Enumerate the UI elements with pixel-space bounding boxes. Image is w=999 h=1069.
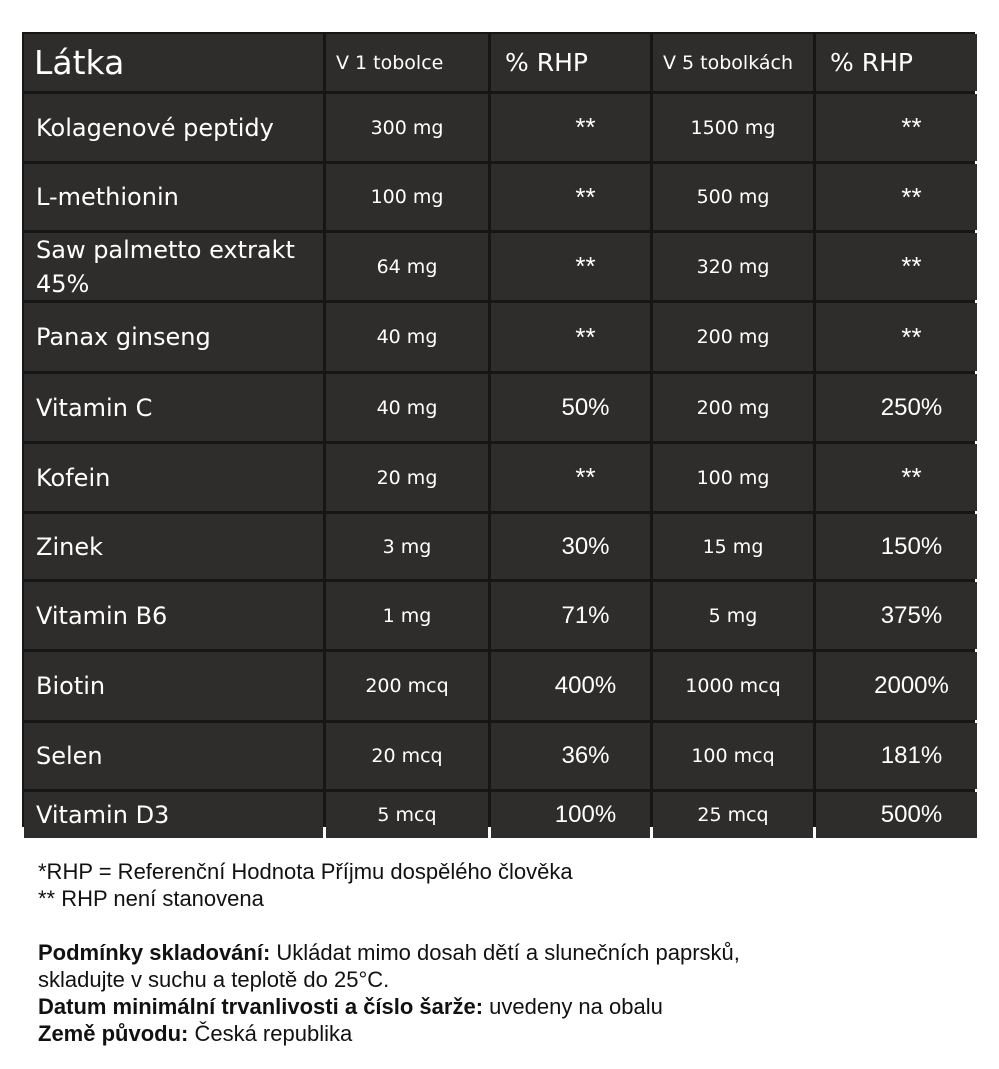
rhp-5-cell: 150% <box>816 514 977 579</box>
amount-1-cell: 300 mg <box>326 94 488 161</box>
rhp-1-cell: 400% <box>491 652 650 720</box>
amount-5-cell: 5 mg <box>653 582 813 649</box>
storage-conditions: Podmínky skladování: Ukládat mimo dosah … <box>38 940 740 965</box>
amount-5-cell: 100 mg <box>653 444 813 511</box>
rhp-1-cell: ** <box>491 444 650 511</box>
expiry-info: Datum minimální trvanlivosti a číslo šar… <box>38 994 663 1019</box>
rhp-5-cell: ** <box>816 303 977 371</box>
rhp-1-cell: 30% <box>491 514 650 579</box>
rhp-5-cell: 250% <box>816 374 977 441</box>
rhp-not-set: ** RHP není stanovena <box>38 886 264 911</box>
amount-5-cell: 1500 mg <box>653 94 813 161</box>
rhp-1-cell: 50% <box>491 374 650 441</box>
storage-conditions-2: skladujte v suchu a teplotě do 25°C. <box>38 967 390 992</box>
amount-1-cell: 20 mcq <box>326 723 488 789</box>
amount-5-cell: 15 mg <box>653 514 813 579</box>
rhp-1-cell: 71% <box>491 582 650 649</box>
amount-1-cell: 64 mg <box>326 233 488 300</box>
header-per-capsule: V 1 tobolce <box>326 34 488 91</box>
amount-1-cell: 200 mcq <box>326 652 488 720</box>
rhp-1-cell: 100% <box>491 792 650 838</box>
nutrition-table: Látka V 1 tobolce % RHP V 5 tobolkách % … <box>22 32 977 838</box>
rhp-5-cell: ** <box>816 164 977 230</box>
header-rhp-5: % RHP <box>816 34 977 91</box>
header-rhp-1: % RHP <box>491 34 650 91</box>
substance-cell: Saw palmetto extrakt 45% <box>24 233 323 300</box>
rhp-5-cell: ** <box>816 233 977 300</box>
amount-5-cell: 200 mg <box>653 374 813 441</box>
amount-1-cell: 3 mg <box>326 514 488 579</box>
rhp-5-cell: 2000% <box>816 652 977 720</box>
amount-5-cell: 320 mg <box>653 233 813 300</box>
rhp-1-cell: ** <box>491 233 650 300</box>
rhp-1-cell: ** <box>491 164 650 230</box>
amount-1-cell: 20 mg <box>326 444 488 511</box>
amount-5-cell: 100 mcq <box>653 723 813 789</box>
substance-cell: Kofein <box>24 444 323 511</box>
amount-5-cell: 25 mcq <box>653 792 813 838</box>
amount-1-cell: 100 mg <box>326 164 488 230</box>
substance-cell: Zinek <box>24 514 323 579</box>
rhp-1-cell: ** <box>491 303 650 371</box>
amount-1-cell: 5 mcq <box>326 792 488 838</box>
substance-cell: L-methionin <box>24 164 323 230</box>
amount-1-cell: 40 mg <box>326 303 488 371</box>
amount-5-cell: 1000 mcq <box>653 652 813 720</box>
rhp-5-cell: ** <box>816 94 977 161</box>
amount-1-cell: 1 mg <box>326 582 488 649</box>
rhp-5-cell: 500% <box>816 792 977 838</box>
rhp-1-cell: 36% <box>491 723 650 789</box>
origin-info: Země původu: Česká republika <box>38 1021 353 1046</box>
amount-5-cell: 500 mg <box>653 164 813 230</box>
rhp-1-cell: ** <box>491 94 650 161</box>
rhp-5-cell: 181% <box>816 723 977 789</box>
amount-1-cell: 40 mg <box>326 374 488 441</box>
substance-cell: Vitamin D3 <box>24 792 323 838</box>
substance-cell: Vitamin B6 <box>24 582 323 649</box>
substance-cell: Biotin <box>24 652 323 720</box>
rhp-definition: *RHP = Referenční Hodnota Příjmu dospělé… <box>38 859 573 884</box>
rhp-5-cell: 375% <box>816 582 977 649</box>
rhp-5-cell: ** <box>816 444 977 511</box>
notes: *RHP = Referenční Hodnota Příjmu dospělé… <box>38 858 740 1047</box>
header-per-5-capsules: V 5 tobolkách <box>653 34 813 91</box>
substance-cell: Vitamin C <box>24 374 323 441</box>
substance-cell: Panax ginseng <box>24 303 323 371</box>
amount-5-cell: 200 mg <box>653 303 813 371</box>
substance-cell: Kolagenové peptidy <box>24 94 323 161</box>
header-substance: Látka <box>24 34 323 91</box>
substance-cell: Selen <box>24 723 323 789</box>
